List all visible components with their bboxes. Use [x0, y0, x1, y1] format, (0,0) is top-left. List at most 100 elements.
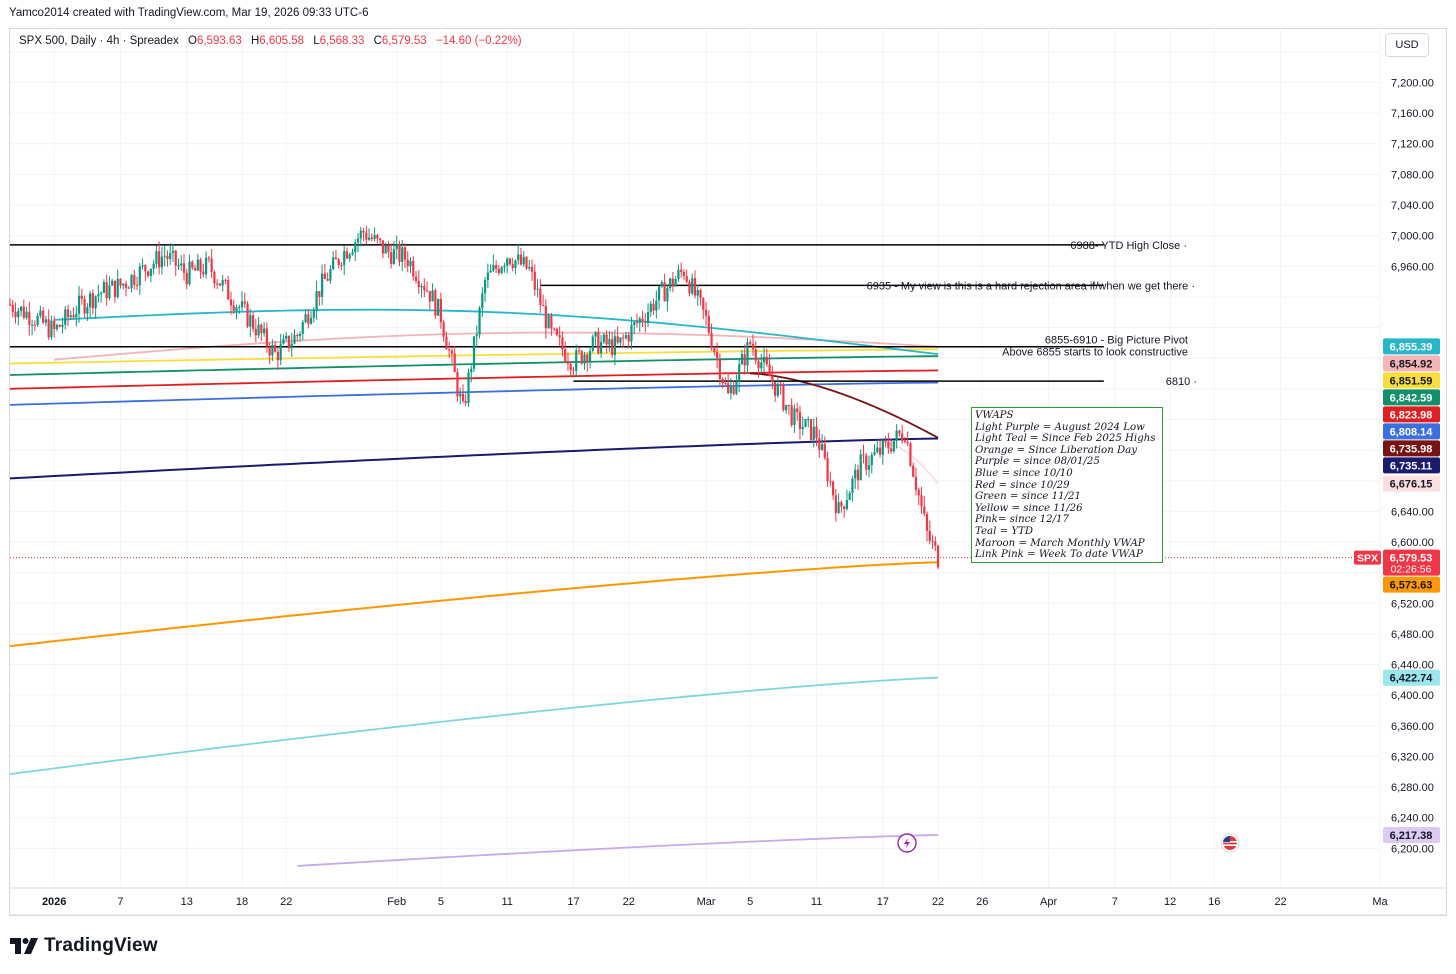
candle-body[interactable] — [307, 314, 310, 324]
candle-body[interactable] — [340, 264, 343, 266]
candle-body[interactable] — [599, 342, 603, 354]
chart-frame[interactable] — [9, 28, 1447, 916]
candle-body[interactable] — [862, 454, 865, 456]
candle-body[interactable] — [50, 320, 53, 338]
candle-body[interactable] — [920, 495, 923, 507]
candle-body[interactable] — [710, 332, 713, 349]
candle-body[interactable] — [890, 448, 893, 452]
candle-body[interactable] — [856, 469, 860, 481]
candle-body[interactable] — [804, 419, 807, 427]
candle-body[interactable] — [348, 254, 351, 259]
candle-body[interactable] — [539, 288, 542, 306]
candle-body[interactable] — [337, 259, 340, 265]
candle-body[interactable] — [119, 278, 122, 286]
candle-body[interactable] — [467, 372, 470, 403]
candle-body[interactable] — [732, 386, 735, 394]
candle-body[interactable] — [345, 251, 349, 259]
candle-body[interactable] — [246, 303, 249, 327]
candle-body[interactable] — [42, 310, 45, 323]
candle-body[interactable] — [845, 500, 849, 509]
candle-body[interactable] — [268, 346, 271, 356]
candle-body[interactable] — [445, 336, 448, 350]
candle-body[interactable] — [580, 351, 583, 364]
candle-body[interactable] — [227, 280, 230, 300]
candle-body[interactable] — [688, 281, 691, 294]
candle-body[interactable] — [453, 353, 456, 373]
candle-body[interactable] — [912, 465, 915, 477]
candle-body[interactable] — [202, 271, 205, 275]
candle-body[interactable] — [635, 322, 639, 324]
candle-body[interactable] — [641, 318, 644, 322]
us-flag-icon[interactable] — [1220, 833, 1240, 853]
candle-body[interactable] — [530, 266, 534, 272]
candle-body[interactable] — [497, 268, 500, 273]
candle-body[interactable] — [829, 481, 832, 483]
candle-body[interactable] — [834, 495, 837, 514]
candle-body[interactable] — [553, 328, 556, 330]
candle-body[interactable] — [483, 280, 487, 294]
candle-body[interactable] — [699, 289, 702, 298]
candle-body[interactable] — [644, 321, 647, 323]
candle-body[interactable] — [646, 312, 650, 323]
candle-body[interactable] — [240, 301, 244, 308]
candle-body[interactable] — [611, 339, 614, 355]
candle-body[interactable] — [616, 336, 619, 343]
candle-body[interactable] — [506, 258, 509, 266]
candle-body[interactable] — [511, 264, 514, 268]
candle-body[interactable] — [605, 334, 608, 345]
candle-body[interactable] — [909, 443, 912, 466]
candle-body[interactable] — [414, 276, 418, 281]
candle-body[interactable] — [180, 263, 183, 266]
candle-body[interactable] — [486, 272, 489, 281]
candle-body[interactable] — [613, 336, 616, 355]
candle-body[interactable] — [906, 441, 909, 444]
candle-body[interactable] — [127, 287, 130, 289]
candle-body[interactable] — [669, 278, 672, 289]
candle-body[interactable] — [925, 513, 929, 531]
candle-body[interactable] — [77, 295, 81, 314]
candle-body[interactable] — [475, 334, 478, 337]
price-candles[interactable] — [8, 226, 1380, 570]
candle-body[interactable] — [362, 230, 365, 233]
candle-body[interactable] — [94, 296, 97, 309]
candle-body[interactable] — [108, 285, 111, 299]
candle-body[interactable] — [254, 328, 257, 336]
candle-body[interactable] — [754, 349, 757, 361]
candle-body[interactable] — [787, 404, 791, 406]
candle-body[interactable] — [323, 273, 326, 280]
candle-body[interactable] — [680, 269, 683, 272]
candle-body[interactable] — [456, 372, 459, 397]
candle-body[interactable] — [199, 259, 202, 272]
candle-body[interactable] — [133, 274, 136, 285]
candle-body[interactable] — [367, 237, 371, 240]
candle-body[interactable] — [163, 255, 166, 257]
candle-body[interactable] — [141, 265, 144, 267]
candle-body[interactable] — [655, 300, 658, 311]
candle-body[interactable] — [740, 354, 744, 365]
candle-body[interactable] — [517, 254, 520, 261]
candle-body[interactable] — [326, 279, 329, 281]
candle-body[interactable] — [238, 307, 241, 309]
candle-body[interactable] — [321, 273, 324, 297]
candle-body[interactable] — [743, 354, 746, 366]
candle-body[interactable] — [622, 337, 625, 339]
candle-body[interactable] — [887, 441, 890, 449]
candle-body[interactable] — [558, 335, 561, 338]
candle-body[interactable] — [500, 267, 503, 273]
candle-body[interactable] — [583, 354, 586, 364]
candle-body[interactable] — [715, 352, 719, 358]
candle-body[interactable] — [205, 257, 208, 275]
candle-body[interactable] — [216, 283, 219, 285]
candle-body[interactable] — [809, 418, 813, 441]
candle-body[interactable] — [232, 305, 235, 312]
candle-body[interactable] — [298, 333, 302, 337]
candle-body[interactable] — [878, 447, 882, 455]
candle-body[interactable] — [760, 362, 763, 369]
candle-body[interactable] — [359, 230, 362, 239]
candle-body[interactable] — [785, 404, 788, 411]
candle-body[interactable] — [536, 288, 539, 290]
candle-body[interactable] — [381, 240, 384, 254]
candle-body[interactable] — [837, 502, 840, 514]
candle-body[interactable] — [188, 261, 191, 285]
candle-body[interactable] — [19, 306, 23, 311]
